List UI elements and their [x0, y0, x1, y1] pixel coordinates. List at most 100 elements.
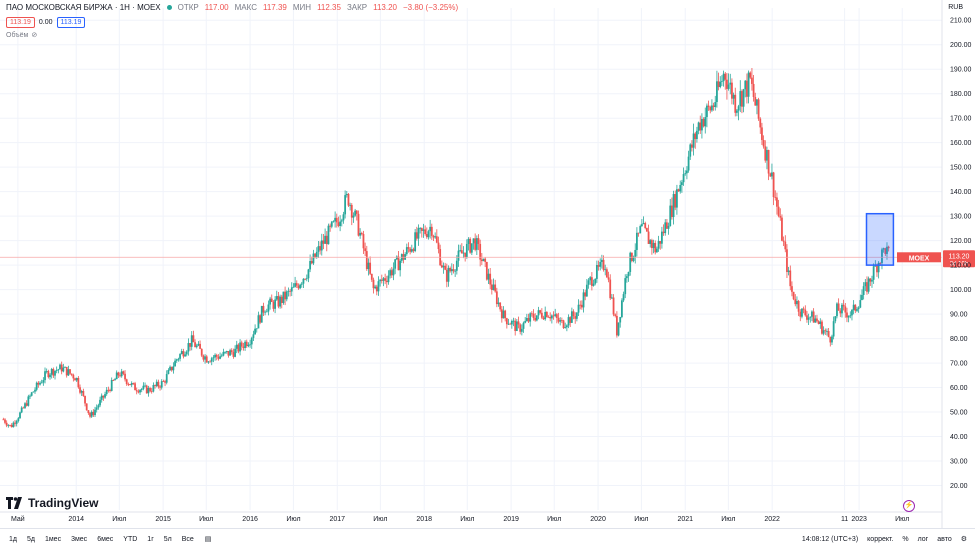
- candle-body: [327, 225, 330, 245]
- candle-body: [554, 314, 557, 316]
- candle-body: [597, 264, 600, 267]
- candle-body: [452, 269, 455, 272]
- y-tick-label: 160.00: [950, 140, 972, 147]
- currency-label[interactable]: RUB: [948, 4, 963, 11]
- range-5y[interactable]: 5л: [163, 535, 172, 543]
- candle-body: [259, 315, 261, 323]
- candlestick-series: [2, 67, 890, 428]
- x-tick-label: 2016: [242, 516, 258, 523]
- sell-button[interactable]: 113.19: [6, 17, 35, 28]
- x-tick-label: 11: [841, 516, 848, 523]
- range-1y[interactable]: 1г: [147, 535, 154, 543]
- candle-body: [474, 238, 477, 250]
- candle-body: [557, 317, 560, 322]
- candle-body: [527, 318, 530, 322]
- range-1m[interactable]: 1мес: [44, 535, 62, 543]
- candle-body: [699, 122, 702, 131]
- candle-body: [290, 287, 293, 292]
- candle-body: [220, 355, 223, 357]
- date-range-icon[interactable]: ▤: [204, 536, 212, 543]
- adjust-toggle[interactable]: коррект.: [867, 535, 894, 543]
- candle-body: [424, 229, 427, 235]
- candle-body: [512, 320, 515, 322]
- candle-body: [592, 283, 595, 286]
- auto-toggle[interactable]: авто: [937, 535, 952, 543]
- clock-time[interactable]: 14:08:12 (UTC+3): [801, 535, 859, 543]
- candle-body: [405, 247, 408, 255]
- candle-body: [180, 351, 183, 355]
- candle-body: [819, 321, 822, 324]
- candle-body: [72, 374, 75, 379]
- candle-body: [430, 226, 433, 236]
- candle-body: [19, 412, 21, 419]
- candle-body: [565, 325, 568, 328]
- candle-body: [574, 316, 577, 319]
- candle-body: [359, 232, 362, 236]
- range-6m[interactable]: 6мес: [97, 535, 114, 543]
- candle-body: [707, 105, 710, 107]
- candle-body: [77, 377, 80, 388]
- log-toggle[interactable]: лог: [917, 535, 929, 543]
- eye-hidden-icon[interactable]: ⊘: [31, 32, 38, 39]
- candle-body: [762, 139, 765, 147]
- buy-button[interactable]: 113.19: [56, 17, 86, 28]
- settings-gear-icon[interactable]: ⚙: [960, 536, 967, 543]
- candle-body: [564, 327, 567, 329]
- candle-body: [659, 241, 662, 244]
- x-tick-label: 2021: [677, 516, 693, 523]
- candle-body: [207, 361, 210, 363]
- candle-body: [287, 290, 290, 292]
- candle-body: [804, 309, 807, 316]
- candle-body: [555, 314, 558, 318]
- candle-body: [52, 369, 55, 376]
- candle-body: [640, 224, 643, 227]
- range-5d[interactable]: 5д: [26, 535, 35, 543]
- candle-body: [657, 241, 660, 249]
- candle-body: [115, 372, 118, 380]
- candle-body: [717, 81, 720, 88]
- candle-body: [100, 395, 103, 400]
- range-ytd[interactable]: YTD: [123, 535, 138, 543]
- candle-body: [140, 388, 143, 390]
- candle-body: [662, 231, 665, 234]
- candle-body: [199, 343, 201, 349]
- y-tick-label: 150.00: [950, 165, 972, 172]
- candle-body: [637, 232, 640, 234]
- candle-body: [570, 311, 573, 323]
- range-3m[interactable]: 3мес: [71, 535, 88, 543]
- range-all[interactable]: Все: [181, 535, 194, 543]
- x-tick-label: 2020: [590, 516, 606, 523]
- range-1d[interactable]: 1д: [9, 535, 17, 543]
- candle-body: [534, 317, 537, 321]
- candle-body: [330, 221, 333, 227]
- candle-body: [184, 354, 186, 357]
- candle-body: [45, 371, 48, 372]
- candle-body: [470, 243, 473, 253]
- candle-body: [130, 383, 133, 386]
- candle-body: [170, 366, 173, 371]
- candle-body: [727, 84, 730, 89]
- candle-body: [562, 320, 565, 328]
- candle-body: [440, 265, 443, 268]
- candle-body: [289, 290, 292, 292]
- candle-body: [767, 149, 770, 174]
- candle-body: [104, 394, 106, 398]
- symbol-title[interactable]: ПАО МОСКОВСКАЯ БИРЖА · 1Н · MOEX: [6, 3, 161, 12]
- candle-body: [851, 309, 853, 316]
- candle-body: [871, 279, 873, 282]
- percent-toggle[interactable]: %: [902, 535, 909, 543]
- candle-body: [179, 354, 181, 359]
- y-tick-label: 20.00: [950, 483, 968, 490]
- candle-body: [577, 304, 580, 313]
- tradingview-logo[interactable]: TradingView: [6, 496, 98, 510]
- candle-body: [575, 312, 578, 319]
- y-tick-label: 100.00: [950, 287, 972, 294]
- candle-body: [629, 252, 632, 272]
- candle-body: [509, 323, 512, 325]
- x-tick-label: 2023: [851, 516, 867, 523]
- candle-body: [42, 380, 45, 383]
- candle-body: [57, 369, 60, 371]
- lightning-icon[interactable]: ⚡: [903, 500, 915, 512]
- candle-body: [741, 91, 743, 107]
